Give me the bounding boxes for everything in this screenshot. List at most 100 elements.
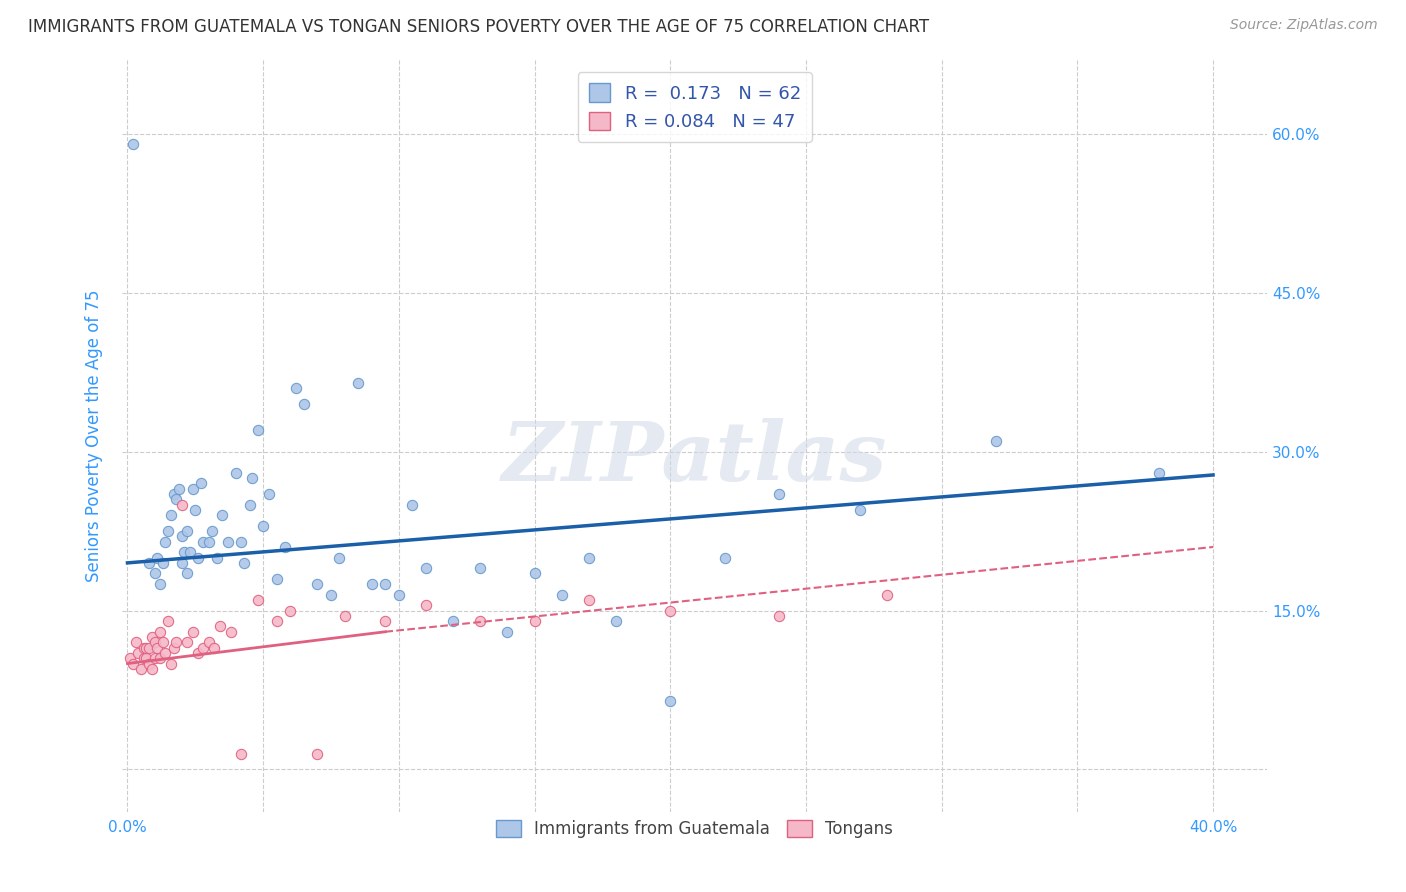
Point bbox=[470, 561, 492, 575]
Point bbox=[388, 588, 411, 602]
Point bbox=[138, 657, 160, 671]
Point bbox=[135, 640, 157, 655]
Point bbox=[659, 603, 682, 617]
Point bbox=[160, 657, 183, 671]
Y-axis label: Seniors Poverty Over the Age of 75: Seniors Poverty Over the Age of 75 bbox=[86, 290, 103, 582]
Point bbox=[160, 508, 183, 523]
Point bbox=[374, 577, 396, 591]
Point bbox=[157, 614, 180, 628]
Point bbox=[170, 556, 193, 570]
Point bbox=[205, 550, 228, 565]
Point bbox=[198, 534, 221, 549]
Point bbox=[176, 635, 198, 649]
Point bbox=[415, 561, 437, 575]
Point bbox=[187, 550, 209, 565]
Point bbox=[239, 498, 262, 512]
Point bbox=[551, 588, 574, 602]
Point bbox=[876, 588, 898, 602]
Point bbox=[162, 487, 184, 501]
Point bbox=[240, 471, 263, 485]
Point bbox=[470, 614, 492, 628]
Point bbox=[138, 640, 160, 655]
Point bbox=[193, 534, 215, 549]
Point bbox=[181, 624, 204, 639]
Point bbox=[307, 577, 329, 591]
Point bbox=[496, 624, 519, 639]
Point bbox=[659, 693, 682, 707]
Point bbox=[523, 566, 546, 581]
Point bbox=[523, 614, 546, 628]
Point bbox=[292, 397, 315, 411]
Text: IMMIGRANTS FROM GUATEMALA VS TONGAN SENIORS POVERTY OVER THE AGE OF 75 CORRELATI: IMMIGRANTS FROM GUATEMALA VS TONGAN SENI… bbox=[28, 18, 929, 36]
Text: Source: ZipAtlas.com: Source: ZipAtlas.com bbox=[1230, 18, 1378, 32]
Point bbox=[360, 577, 382, 591]
Point bbox=[208, 619, 231, 633]
Point bbox=[143, 651, 166, 665]
Point bbox=[257, 487, 280, 501]
Point bbox=[233, 556, 256, 570]
Point bbox=[415, 599, 437, 613]
Point bbox=[184, 503, 207, 517]
Point bbox=[274, 540, 297, 554]
Point bbox=[231, 747, 253, 761]
Point bbox=[333, 608, 356, 623]
Point bbox=[135, 651, 157, 665]
Point bbox=[141, 630, 163, 644]
Point bbox=[124, 635, 146, 649]
Point bbox=[211, 508, 233, 523]
Point bbox=[152, 635, 174, 649]
Point bbox=[190, 476, 212, 491]
Point bbox=[225, 466, 247, 480]
Point bbox=[132, 640, 155, 655]
Point bbox=[173, 545, 195, 559]
Point bbox=[146, 640, 169, 655]
Point bbox=[167, 482, 190, 496]
Point bbox=[152, 556, 174, 570]
Point bbox=[127, 646, 149, 660]
Point bbox=[149, 651, 172, 665]
Point bbox=[266, 572, 288, 586]
Point bbox=[768, 487, 790, 501]
Point bbox=[162, 640, 184, 655]
Point bbox=[246, 424, 269, 438]
Point bbox=[441, 614, 464, 628]
Point bbox=[122, 137, 145, 152]
Point bbox=[347, 376, 370, 390]
Point bbox=[713, 550, 735, 565]
Legend: Immigrants from Guatemala, Tongans: Immigrants from Guatemala, Tongans bbox=[489, 814, 900, 845]
Point bbox=[284, 381, 307, 395]
Point bbox=[170, 529, 193, 543]
Point bbox=[605, 614, 627, 628]
Point bbox=[768, 608, 790, 623]
Point bbox=[231, 534, 253, 549]
Point bbox=[165, 492, 187, 507]
Point bbox=[984, 434, 1007, 448]
Point bbox=[1147, 466, 1170, 480]
Point bbox=[374, 614, 396, 628]
Point bbox=[149, 624, 172, 639]
Point bbox=[266, 614, 288, 628]
Point bbox=[165, 635, 187, 649]
Point bbox=[578, 550, 600, 565]
Point bbox=[319, 588, 342, 602]
Point bbox=[149, 577, 172, 591]
Point bbox=[129, 662, 152, 676]
Point bbox=[132, 651, 155, 665]
Point bbox=[157, 524, 180, 538]
Point bbox=[202, 640, 225, 655]
Point bbox=[328, 550, 350, 565]
Point bbox=[401, 498, 423, 512]
Point bbox=[849, 503, 872, 517]
Point bbox=[155, 646, 177, 660]
Text: ZIPatlas: ZIPatlas bbox=[502, 418, 887, 499]
Point bbox=[146, 550, 169, 565]
Point bbox=[143, 566, 166, 581]
Point bbox=[170, 498, 193, 512]
Point bbox=[179, 545, 201, 559]
Point bbox=[198, 635, 221, 649]
Point bbox=[143, 635, 166, 649]
Point bbox=[187, 646, 209, 660]
Point bbox=[141, 662, 163, 676]
Point bbox=[307, 747, 329, 761]
Point bbox=[278, 603, 301, 617]
